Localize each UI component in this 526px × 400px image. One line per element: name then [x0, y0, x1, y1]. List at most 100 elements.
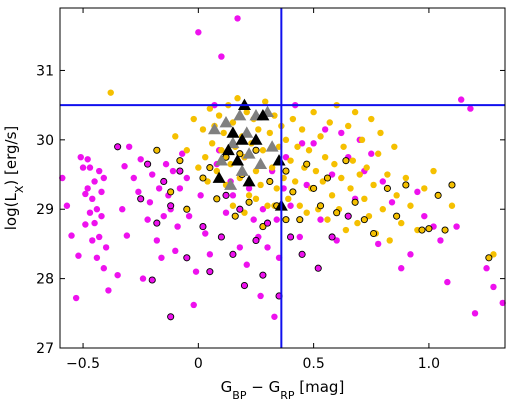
data-point — [289, 188, 297, 196]
triangle-marker — [207, 122, 221, 135]
data-point — [243, 108, 250, 116]
data-point — [192, 268, 200, 275]
data-point — [444, 278, 451, 286]
data-point — [314, 264, 322, 272]
data-point — [158, 254, 165, 261]
data-point — [361, 195, 368, 203]
triangle-marker — [249, 133, 263, 145]
data-point — [282, 216, 290, 224]
data-point — [155, 185, 163, 192]
data-point — [174, 223, 181, 230]
triangle-marker — [235, 164, 249, 176]
data-point — [202, 230, 209, 237]
data-point — [82, 221, 89, 228]
data-point — [167, 313, 175, 321]
data-point — [331, 160, 338, 168]
data-point — [213, 167, 220, 175]
data-point — [273, 185, 280, 192]
data-point — [234, 15, 241, 22]
data-point — [240, 282, 249, 290]
data-point — [125, 143, 133, 150]
data-point — [197, 192, 204, 199]
data-point — [340, 143, 347, 150]
data-point — [130, 174, 137, 182]
data-point — [84, 185, 91, 192]
data-point — [388, 199, 396, 206]
data-point — [317, 216, 324, 223]
data-point — [185, 212, 193, 220]
data-point — [229, 202, 237, 209]
y-tick-label: 31 — [36, 63, 54, 79]
triangle-marker — [235, 133, 249, 145]
triangle-marker — [226, 126, 240, 138]
data-point — [89, 237, 96, 244]
data-point — [79, 164, 87, 171]
data-point — [245, 192, 253, 199]
data-point — [370, 181, 377, 189]
data-point — [289, 115, 297, 123]
data-point — [296, 216, 304, 224]
data-point — [172, 133, 179, 140]
data-point — [321, 153, 329, 161]
data-point — [100, 174, 108, 182]
data-point — [257, 181, 264, 189]
data-point — [347, 185, 354, 192]
y-axis-label: log(LX) [erg/s] — [2, 126, 26, 230]
triangle-marker — [256, 109, 270, 121]
data-point — [490, 283, 497, 291]
data-point — [144, 216, 151, 223]
triangle-marker — [219, 115, 233, 128]
data-point — [453, 223, 460, 230]
data-point — [245, 198, 253, 206]
data-point — [137, 195, 145, 203]
triangle-marker — [212, 171, 226, 183]
x-tick-label: 0 — [194, 356, 203, 372]
data-point — [384, 171, 391, 178]
data-point — [441, 226, 449, 234]
data-point — [213, 195, 221, 203]
data-point — [287, 233, 295, 241]
data-point — [98, 212, 105, 220]
data-point — [321, 126, 329, 133]
data-point — [208, 140, 216, 147]
data-point — [457, 96, 465, 103]
data-point — [91, 219, 98, 227]
data-point — [338, 129, 345, 137]
data-point — [176, 157, 184, 165]
data-point — [351, 198, 359, 206]
triangle-marker — [226, 136, 240, 149]
data-point — [139, 275, 147, 282]
data-point — [467, 105, 474, 112]
triangle-marker — [233, 109, 247, 121]
data-point — [328, 233, 336, 241]
data-point — [93, 206, 101, 213]
data-point — [162, 160, 170, 168]
data-point — [342, 226, 350, 234]
triangle-marker — [265, 140, 279, 152]
data-point — [266, 129, 274, 137]
data-point — [271, 112, 278, 119]
data-point — [368, 115, 375, 123]
data-point — [282, 153, 290, 161]
data-point — [291, 178, 299, 185]
data-point — [402, 174, 410, 182]
data-point — [190, 301, 197, 309]
data-point — [95, 167, 103, 175]
data-point — [75, 252, 82, 259]
data-point — [354, 219, 361, 227]
data-point — [434, 191, 442, 199]
data-point — [195, 164, 202, 171]
data-point — [430, 167, 437, 175]
triangle-marker — [221, 143, 235, 156]
y-tick-label: 27 — [36, 341, 54, 357]
data-point — [324, 216, 331, 223]
data-point — [262, 98, 269, 105]
data-point — [146, 199, 154, 206]
data-point — [310, 108, 317, 116]
data-point — [234, 95, 241, 102]
data-point — [243, 261, 250, 268]
data-point — [119, 206, 126, 213]
data-point — [215, 112, 223, 119]
data-point — [167, 188, 175, 196]
